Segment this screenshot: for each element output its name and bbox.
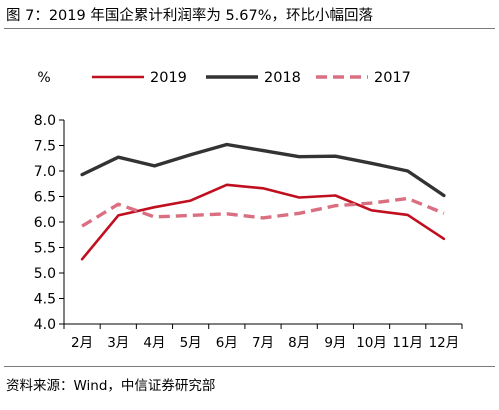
x-tick-label: 3月 [107,335,129,351]
y-tick-label: 4.5 [34,292,56,308]
x-tick-label: 10月 [356,335,387,351]
x-tick-label: 5月 [180,335,202,351]
y-axis: 4.0 4.5 5.0 5.5 6.0 6.5 7.0 7.5 8.0 [34,113,65,333]
y-tick-label: 4.0 [34,317,56,333]
series-2017-line [81,196,445,228]
y-tick-label: 7.0 [34,164,56,180]
x-axis: 2月 3月 4月 5月 6月 7月 8月 9月 10月 11月 12月 [63,323,463,351]
figure-title: 图 7：2019 年国企累计利润率为 5.67%，环比小幅回落 [6,8,374,24]
series-2019-line [80,183,446,261]
y-tick-label: 7.5 [34,139,56,155]
x-tick-label: 4月 [143,335,165,351]
source-note: 资料来源：Wind，中信证券研究部 [6,378,216,394]
y-tick-label: 6.5 [34,190,56,206]
legend-label-2018: 2018 [264,70,301,86]
top-divider [4,28,495,29]
y-tick-label: 5.0 [34,266,56,282]
y-axis-unit-label: % [37,70,50,86]
x-tick-label: 8月 [288,335,310,351]
bottom-divider [4,366,495,367]
x-tick-label: 12月 [429,335,460,351]
series-lines [80,142,446,261]
y-tick-label: 5.5 [34,241,56,257]
x-tick-label: 6月 [216,335,238,351]
legend-label-2019: 2019 [150,70,187,86]
x-tick-label: 9月 [324,335,346,351]
y-tick-label: 6.0 [34,215,56,231]
legend-label-2017: 2017 [374,70,411,86]
x-tick-label: 2月 [71,335,93,351]
y-tick-label: 8.0 [34,113,56,129]
x-tick-label: 7月 [252,335,274,351]
line-chart: 2019 2018 2017 % 4.0 4.5 5.0 5.5 6.0 6.5 7.0 7.5 8… [34,70,463,351]
legend: 2019 2018 2017 [92,70,411,86]
x-tick-label: 11月 [392,335,423,351]
